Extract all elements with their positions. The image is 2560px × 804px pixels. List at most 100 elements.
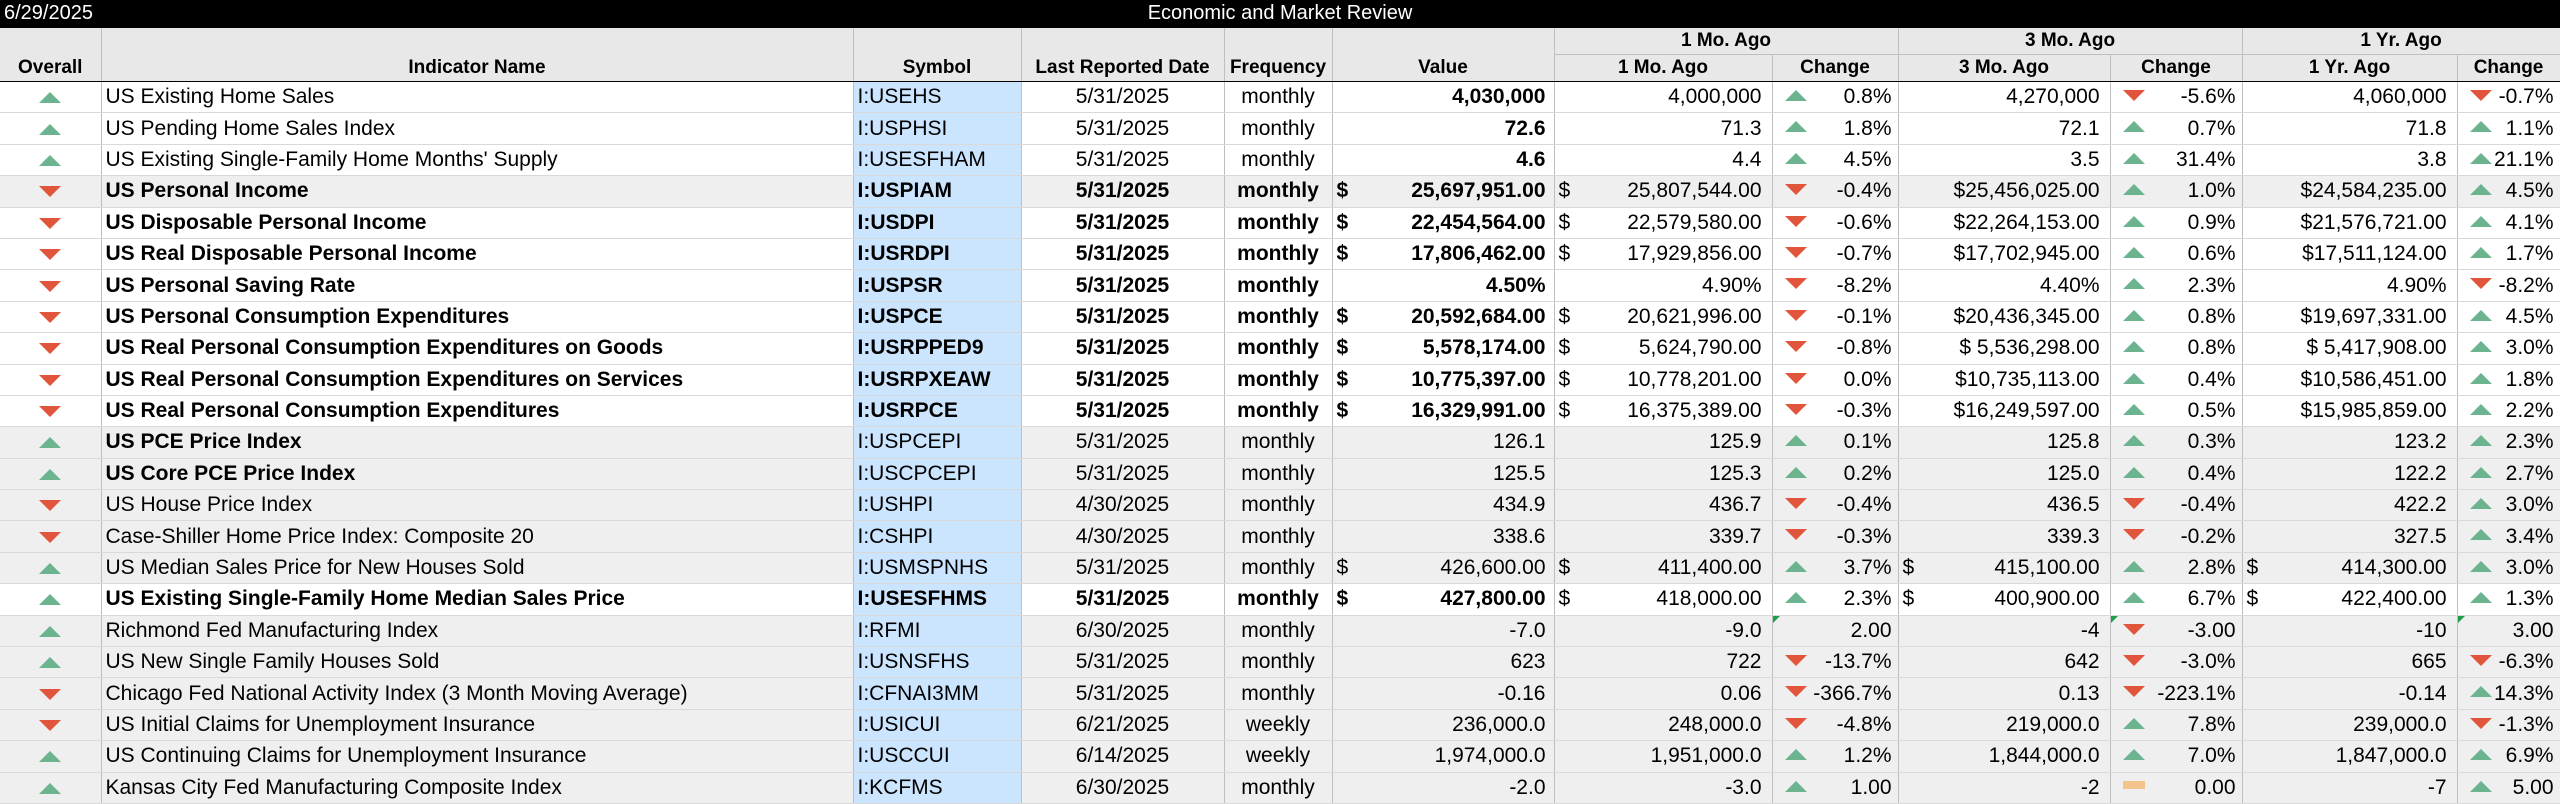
value-cell[interactable]: 1,974,000.0 [1332, 740, 1555, 773]
3mo-value-cell[interactable]: 4.40% [1898, 269, 2111, 302]
1yr-change-cell[interactable]: 3.0% [2457, 332, 2560, 365]
1yr-value-cell[interactable]: $24,584,235.00 [2242, 175, 2458, 208]
table-row[interactable]: US New Single Family Houses Sold I:USNSFH… [0, 646, 2560, 679]
frequency-cell[interactable]: monthly [1224, 112, 1333, 145]
3mo-value-cell[interactable]: $22,264,153.00 [1898, 207, 2111, 239]
table-row[interactable]: US Initial Claims for Unemployment Insur… [0, 709, 2560, 742]
col-3mo-ago[interactable]: 3 Mo. Ago [1898, 54, 2111, 82]
1mo-value-cell[interactable]: 4.4 [1554, 144, 1773, 177]
symbol-cell[interactable]: I:USPSR [853, 269, 1022, 302]
frequency-cell[interactable]: monthly [1224, 426, 1333, 459]
3mo-change-cell[interactable]: 0.5% [2110, 395, 2243, 428]
table-row[interactable]: Chicago Fed National Activity Index (3 M… [0, 677, 2560, 710]
symbol-cell[interactable]: I:USHPI [853, 489, 1022, 522]
3mo-value-cell[interactable]: 436.5 [1898, 489, 2111, 522]
3mo-value-cell[interactable]: 642 [1898, 646, 2111, 679]
1mo-value-cell[interactable]: 71.3 [1554, 112, 1773, 145]
1yr-value-cell[interactable]: 123.2 [2242, 426, 2458, 459]
1mo-change-cell[interactable]: -0.1% [1772, 301, 1899, 334]
3mo-change-cell[interactable]: 0.3% [2110, 426, 2243, 459]
overall-cell[interactable] [0, 395, 102, 428]
3mo-value-cell[interactable]: 1,844,000.0 [1898, 740, 2111, 773]
symbol-cell[interactable]: I:USICUI [853, 709, 1022, 742]
1mo-change-cell[interactable]: 1.8% [1772, 112, 1899, 145]
1mo-value-cell[interactable]: 125.3 [1554, 458, 1773, 491]
3mo-change-cell[interactable]: 0.6% [2110, 238, 2243, 271]
frequency-cell[interactable]: monthly [1224, 458, 1333, 491]
col-last-reported-date[interactable]: Last Reported Date [1021, 54, 1225, 82]
1mo-value-cell[interactable]: 4,000,000 [1554, 81, 1773, 114]
3mo-change-cell[interactable]: -5.6% [2110, 81, 2243, 114]
date-cell[interactable]: 5/31/2025 [1021, 301, 1225, 334]
date-cell[interactable]: 6/30/2025 [1021, 772, 1225, 804]
frequency-cell[interactable]: monthly [1224, 615, 1333, 648]
date-cell[interactable]: 5/31/2025 [1021, 458, 1225, 491]
3mo-value-cell[interactable]: $400,900.00 [1898, 583, 2111, 616]
date-cell[interactable]: 5/31/2025 [1021, 144, 1225, 177]
symbol-cell[interactable]: I:USRPPED9 [853, 332, 1022, 365]
1yr-change-cell[interactable]: -8.2% [2457, 269, 2560, 302]
symbol-cell[interactable]: I:USMSPNHS [853, 552, 1022, 585]
value-cell[interactable]: 236,000.0 [1332, 709, 1555, 742]
table-row[interactable]: US Personal Consumption Expenditures I:US… [0, 301, 2560, 334]
1mo-value-cell[interactable]: 125.9 [1554, 426, 1773, 459]
3mo-change-cell[interactable]: 2.3% [2110, 269, 2243, 302]
3mo-change-cell[interactable]: -223.1% [2110, 677, 2243, 710]
overall-cell[interactable] [0, 426, 102, 459]
table-row[interactable]: US Personal Income I:USPIAM 5/31/2025 month… [0, 175, 2560, 208]
3mo-change-cell[interactable]: -0.4% [2110, 489, 2243, 522]
frequency-cell[interactable]: monthly [1224, 207, 1333, 239]
1mo-value-cell[interactable]: 339.7 [1554, 520, 1773, 553]
value-cell[interactable]: 4.50% [1332, 269, 1555, 302]
indicator-name-cell[interactable]: US PCE Price Index [101, 426, 854, 459]
frequency-cell[interactable]: monthly [1224, 269, 1333, 302]
3mo-change-cell[interactable]: 31.4% [2110, 144, 2243, 177]
overall-cell[interactable] [0, 552, 102, 585]
overall-cell[interactable] [0, 301, 102, 334]
symbol-cell[interactable]: I:USCCUI [853, 740, 1022, 773]
frequency-cell[interactable]: monthly [1224, 332, 1333, 365]
3mo-change-cell[interactable]: -0.2% [2110, 520, 2243, 553]
indicator-name-cell[interactable]: US House Price Index [101, 489, 854, 522]
1mo-change-cell[interactable]: -0.7% [1772, 238, 1899, 271]
3mo-change-cell[interactable]: 0.8% [2110, 332, 2243, 365]
1yr-value-cell[interactable]: $10,586,451.00 [2242, 364, 2458, 396]
1yr-value-cell[interactable]: $ 5,417,908.00 [2242, 332, 2458, 365]
table-row[interactable]: US Continuing Claims for Unemployment In… [0, 740, 2560, 773]
1yr-change-cell[interactable]: 1.3% [2457, 583, 2560, 616]
3mo-value-cell[interactable]: 219,000.0 [1898, 709, 2111, 742]
date-cell[interactable]: 4/30/2025 [1021, 520, 1225, 553]
indicator-name-cell[interactable]: US Personal Saving Rate [101, 269, 854, 302]
value-cell[interactable]: 4.6 [1332, 144, 1555, 177]
frequency-cell[interactable]: monthly [1224, 489, 1333, 522]
table-row[interactable]: US Real Personal Consumption Expenditure… [0, 364, 2560, 396]
3mo-change-cell[interactable]: 0.8% [2110, 301, 2243, 334]
3mo-change-cell[interactable]: 1.0% [2110, 175, 2243, 208]
value-cell[interactable]: 125.5 [1332, 458, 1555, 491]
overall-cell[interactable] [0, 489, 102, 522]
1yr-change-cell[interactable]: 3.4% [2457, 520, 2560, 553]
value-cell[interactable]: 338.6 [1332, 520, 1555, 553]
date-cell[interactable]: 5/31/2025 [1021, 332, 1225, 365]
value-cell[interactable]: -0.16 [1332, 677, 1555, 710]
indicator-name-cell[interactable]: US Real Personal Consumption Expenditure… [101, 364, 854, 396]
1yr-change-cell[interactable]: 1.7% [2457, 238, 2560, 271]
indicator-name-cell[interactable]: US Continuing Claims for Unemployment In… [101, 740, 854, 773]
indicator-name-cell[interactable]: US Disposable Personal Income [101, 207, 854, 239]
frequency-cell[interactable]: monthly [1224, 520, 1333, 553]
3mo-value-cell[interactable]: $25,456,025.00 [1898, 175, 2111, 208]
col-1mo-ago[interactable]: 1 Mo. Ago [1554, 54, 1773, 82]
table-row[interactable]: Kansas City Fed Manufacturing Composite … [0, 772, 2560, 804]
frequency-cell[interactable]: monthly [1224, 772, 1333, 804]
value-cell[interactable]: -2.0 [1332, 772, 1555, 804]
value-cell[interactable]: 72.6 [1332, 112, 1555, 145]
indicator-name-cell[interactable]: US Existing Home Sales [101, 81, 854, 114]
1yr-value-cell[interactable]: 3.8 [2242, 144, 2458, 177]
1mo-change-cell[interactable]: -13.7% [1772, 646, 1899, 679]
1mo-value-cell[interactable]: -9.0 [1554, 615, 1773, 648]
overall-cell[interactable] [0, 144, 102, 177]
1mo-value-cell[interactable]: 436.7 [1554, 489, 1773, 522]
indicator-name-cell[interactable]: US Personal Income [101, 175, 854, 208]
1yr-change-cell[interactable]: 5.00 [2457, 772, 2560, 804]
table-row[interactable]: US Pending Home Sales Index I:USPHSI 5/31/… [0, 112, 2560, 145]
